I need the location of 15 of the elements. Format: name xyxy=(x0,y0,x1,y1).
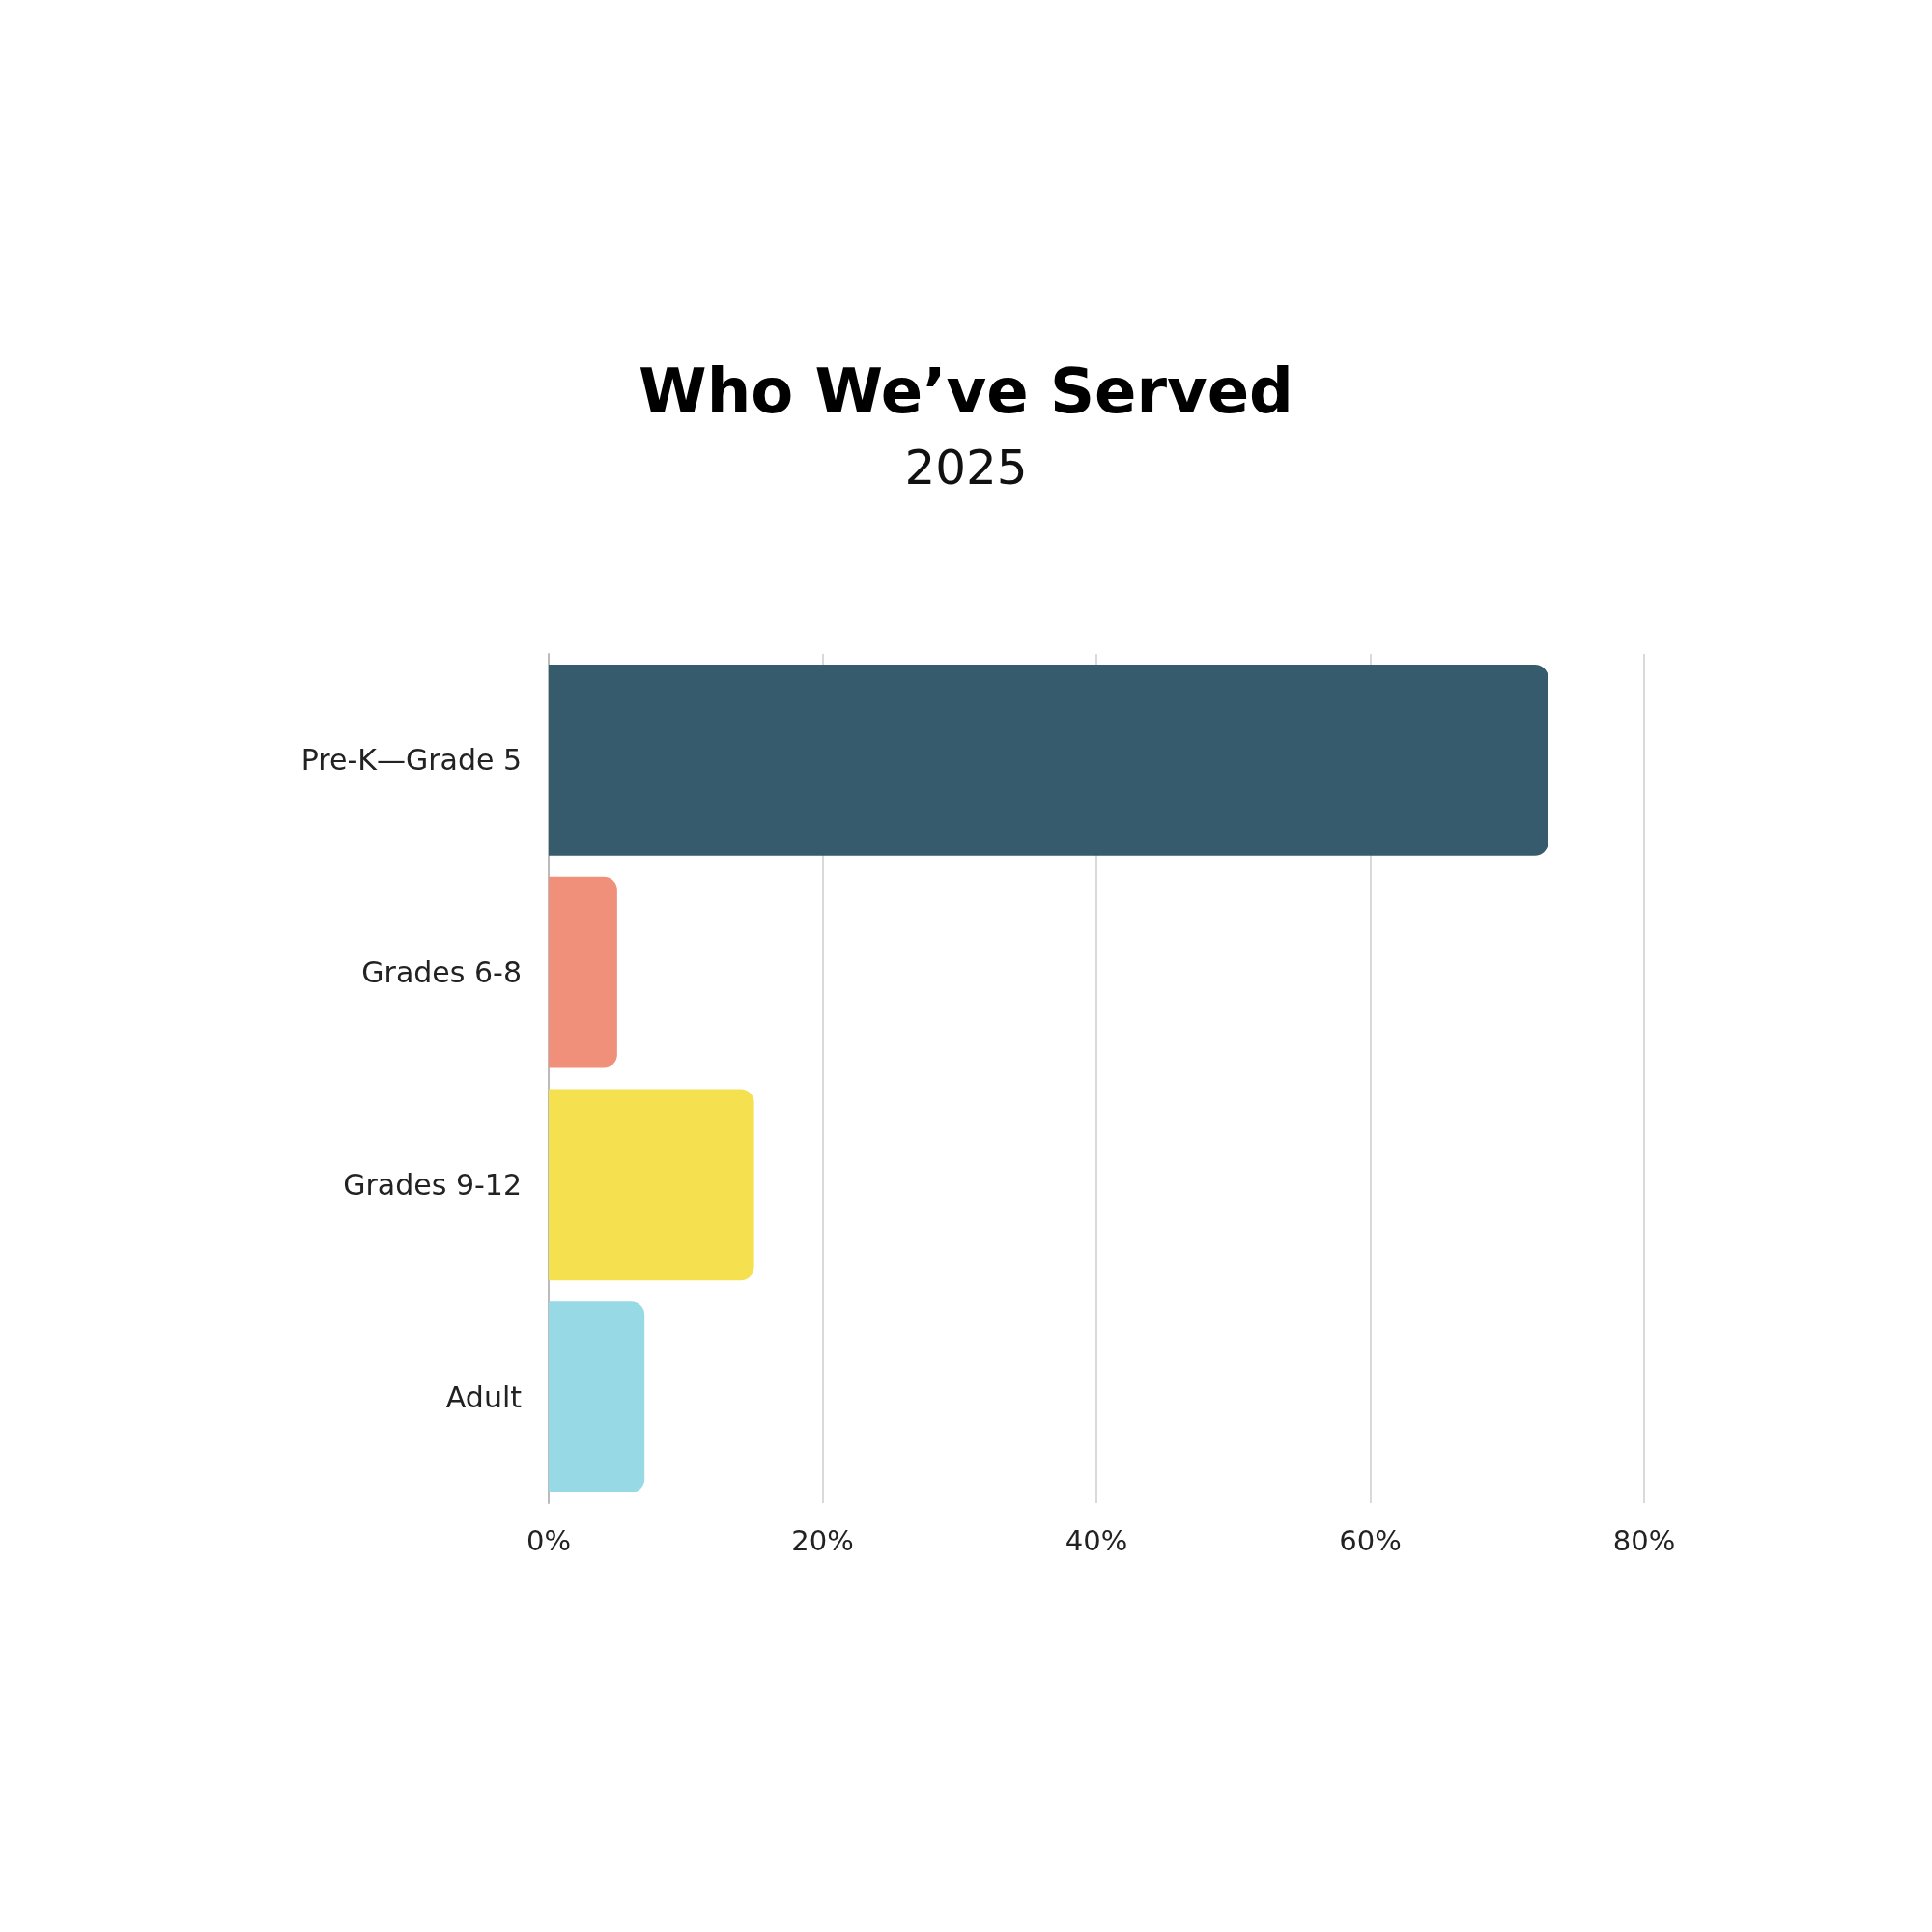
y-tick-label: Grades 9-12 xyxy=(343,1167,522,1202)
bar xyxy=(549,1089,754,1281)
x-tick-label: 0% xyxy=(526,1523,572,1557)
bar xyxy=(549,876,617,1068)
bar xyxy=(549,1301,645,1493)
y-tick-label: Grades 6-8 xyxy=(361,955,522,990)
x-tick-label: 60% xyxy=(1339,1523,1402,1557)
bar xyxy=(549,664,1548,856)
y-tick-label: Adult xyxy=(445,1379,523,1414)
chart-subtitle: 2025 xyxy=(904,440,1028,496)
y-tick-label: Pre-K—Grade 5 xyxy=(300,743,522,778)
x-tick-label: 20% xyxy=(791,1523,854,1557)
x-tick-label: 40% xyxy=(1065,1523,1128,1557)
chart-title: Who We’ve Served xyxy=(639,355,1293,427)
x-tick-label: 80% xyxy=(1612,1523,1676,1557)
